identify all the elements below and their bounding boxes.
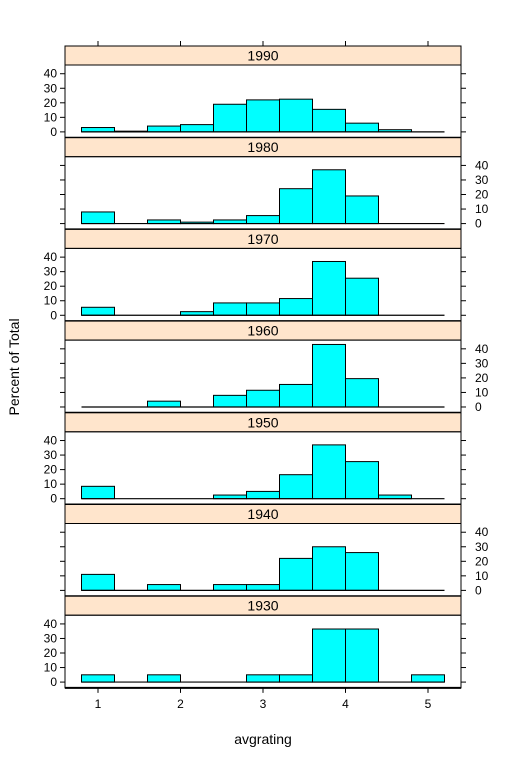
- y-tick-label: 30: [475, 356, 489, 370]
- bar: [312, 260, 346, 316]
- bar: [213, 394, 247, 408]
- bar: [246, 490, 280, 500]
- x-tick-label: 4: [342, 697, 349, 711]
- y-tick-label: 20: [475, 371, 489, 385]
- bar: [345, 122, 379, 133]
- y-tick-label: 0: [50, 675, 57, 689]
- bar: [246, 584, 280, 591]
- bar: [147, 125, 181, 133]
- y-axis-label: Percent of Total: [6, 318, 22, 415]
- y-tick-label: 40: [44, 617, 58, 631]
- bar: [279, 298, 313, 316]
- bar: [246, 215, 280, 225]
- strip-label-1950: 1950: [247, 414, 278, 430]
- bar: [81, 127, 115, 133]
- y-tick-label: 30: [44, 265, 58, 279]
- bar: [213, 302, 247, 316]
- y-tick-label: 30: [44, 631, 58, 645]
- bar: [312, 169, 346, 225]
- y-tick-label: 30: [475, 540, 489, 554]
- bar: [213, 103, 247, 133]
- bar: [279, 557, 313, 591]
- bar: [246, 389, 280, 408]
- y-tick-label: 40: [475, 525, 489, 539]
- bar: [345, 628, 379, 683]
- y-tick-label: 10: [475, 385, 489, 399]
- bar: [312, 444, 346, 500]
- bar: [213, 584, 247, 591]
- y-tick-label: 20: [475, 188, 489, 202]
- bar: [246, 99, 280, 133]
- bar: [279, 383, 313, 408]
- y-tick-label: 0: [475, 400, 482, 414]
- strip-label-1970: 1970: [247, 231, 278, 247]
- y-tick-label: 30: [44, 448, 58, 462]
- bar: [411, 674, 445, 683]
- bar: [81, 211, 115, 225]
- strip-label-1980: 1980: [247, 139, 278, 155]
- bar: [147, 584, 181, 591]
- y-tick-label: 0: [475, 583, 482, 597]
- bar: [81, 306, 115, 316]
- strip-label-1960: 1960: [247, 323, 278, 339]
- strip-label-1990: 1990: [247, 48, 278, 64]
- bar: [345, 195, 379, 225]
- bar: [279, 474, 313, 500]
- y-tick-label: 30: [475, 173, 489, 187]
- bar: [279, 674, 313, 683]
- x-tick-label: 1: [95, 697, 102, 711]
- bar: [345, 277, 379, 316]
- bar: [312, 108, 346, 133]
- y-tick-label: 0: [50, 125, 57, 139]
- x-tick-label: 5: [425, 697, 432, 711]
- y-tick-label: 20: [44, 463, 58, 477]
- x-tick-label: 3: [260, 697, 267, 711]
- y-tick-label: 30: [44, 81, 58, 95]
- y-tick-label: 20: [475, 554, 489, 568]
- y-tick-label: 40: [475, 342, 489, 356]
- strip-label-1940: 1940: [247, 506, 278, 522]
- bar: [345, 461, 379, 500]
- bar: [81, 573, 115, 591]
- y-tick-label: 40: [44, 67, 58, 81]
- y-tick-label: 20: [44, 279, 58, 293]
- x-axis-label: avgrating: [234, 731, 292, 747]
- y-tick-label: 10: [475, 569, 489, 583]
- bar: [279, 188, 313, 225]
- bar: [312, 343, 346, 408]
- y-tick-label: 40: [44, 434, 58, 448]
- bar: [180, 124, 214, 133]
- bar: [147, 400, 181, 408]
- strip-label-1930: 1930: [247, 598, 278, 614]
- y-tick-label: 10: [44, 661, 58, 675]
- y-tick-label: 10: [44, 110, 58, 124]
- y-tick-label: 20: [44, 646, 58, 660]
- y-tick-label: 0: [475, 217, 482, 231]
- y-tick-label: 0: [50, 308, 57, 322]
- bar: [246, 674, 280, 683]
- y-tick-label: 0: [50, 492, 57, 506]
- bar: [246, 302, 280, 316]
- bar: [81, 674, 115, 683]
- y-tick-label: 10: [44, 294, 58, 308]
- bar: [345, 552, 379, 591]
- bar: [312, 628, 346, 683]
- bar: [312, 546, 346, 591]
- bar: [345, 378, 379, 408]
- bar: [81, 485, 115, 500]
- y-tick-label: 10: [44, 477, 58, 491]
- y-tick-label: 20: [44, 96, 58, 110]
- y-tick-label: 40: [475, 158, 489, 172]
- x-tick-label: 2: [177, 697, 184, 711]
- y-tick-label: 40: [44, 250, 58, 264]
- y-tick-label: 10: [475, 202, 489, 216]
- bar: [147, 674, 181, 683]
- bar: [279, 98, 313, 133]
